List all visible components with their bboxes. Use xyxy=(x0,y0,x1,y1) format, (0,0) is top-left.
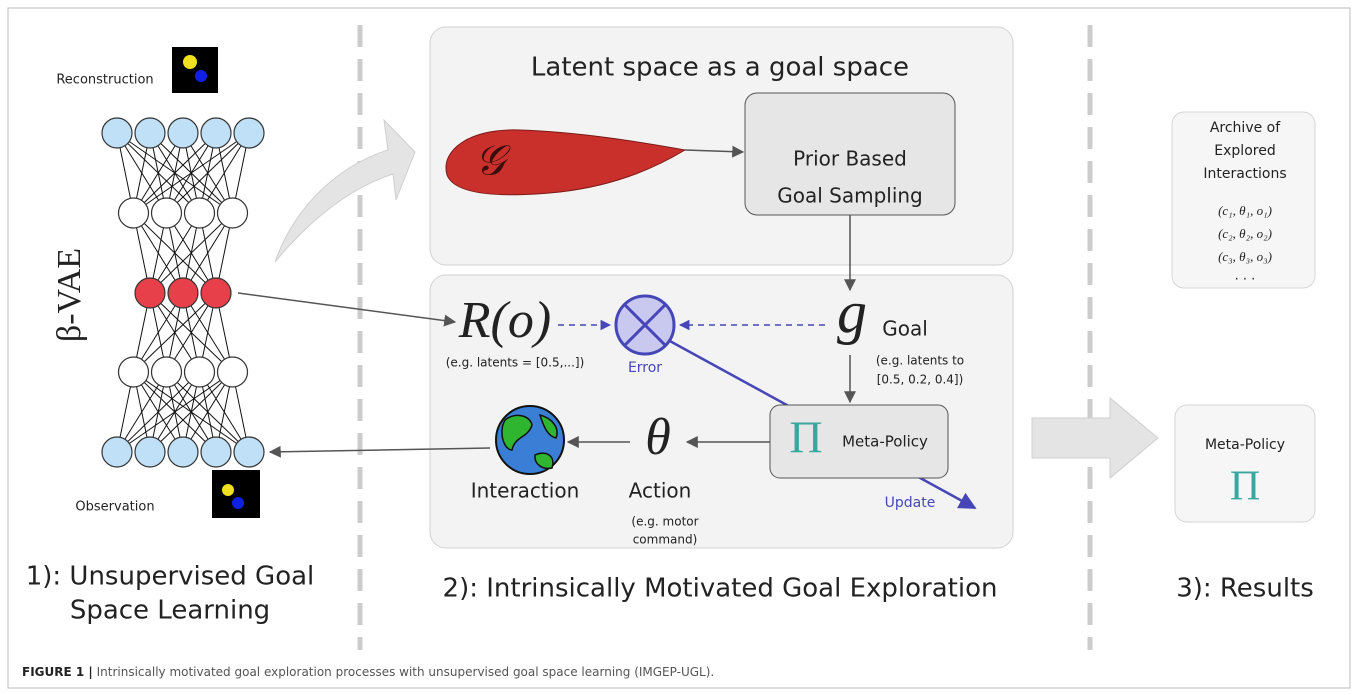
network-node xyxy=(200,117,232,149)
network-node xyxy=(200,277,232,309)
error-label: Error xyxy=(628,360,662,376)
goal-note: [0.5, 0.2, 0.4]) xyxy=(877,373,964,387)
network-node xyxy=(183,356,216,388)
network-node xyxy=(233,436,265,468)
frame xyxy=(7,7,1351,689)
network-edge xyxy=(133,132,217,214)
network xyxy=(101,117,265,468)
network-node xyxy=(216,197,249,229)
goal-symbol: g xyxy=(837,279,867,345)
reward-note: (e.g. latents = [0.5,...]) xyxy=(446,356,585,370)
reward-symbol: R(o) xyxy=(458,292,551,349)
network-edge xyxy=(149,212,200,294)
network-node xyxy=(134,436,166,468)
network-edge xyxy=(116,371,200,453)
network-edge xyxy=(182,212,233,294)
observation-label: Observation xyxy=(75,500,154,515)
image-dot xyxy=(195,70,207,82)
archive-box xyxy=(1171,111,1316,289)
network-edge xyxy=(149,212,233,294)
result-symbol: Π xyxy=(1230,464,1260,510)
network-node xyxy=(167,277,199,309)
network-edge xyxy=(133,292,217,373)
reconstruction-label: Reconstruction xyxy=(56,73,153,88)
goal-label: Goal xyxy=(882,317,928,341)
network-edge xyxy=(116,371,167,453)
archive-label: Interactions xyxy=(1203,166,1286,182)
arrow xyxy=(237,292,457,327)
network-edge xyxy=(199,132,250,214)
sampler-label: Prior Based xyxy=(793,147,907,171)
action-note: (e.g. motor xyxy=(631,515,698,529)
section-heading: 2): Intrinsically Motivated Goal Explora… xyxy=(443,574,998,604)
action-label: Action xyxy=(629,479,692,503)
caption-text: Intrinsically motivated goal exploration… xyxy=(93,665,714,679)
caption: FIGURE 1 | Intrinsically motivated goal … xyxy=(22,665,714,679)
network-edge xyxy=(166,132,250,214)
panel xyxy=(429,274,1014,549)
action-note: command) xyxy=(633,533,698,547)
globe-land xyxy=(501,413,558,470)
image-dot xyxy=(183,55,197,69)
network-node xyxy=(117,356,150,388)
network-node xyxy=(101,436,133,468)
network-node xyxy=(101,117,133,149)
reconstruction-image xyxy=(172,47,218,93)
image-dot xyxy=(232,497,244,509)
model-label: β-VAE xyxy=(51,248,88,342)
network-edge xyxy=(116,371,233,453)
network-node xyxy=(134,277,166,309)
update-label: Update xyxy=(885,495,936,511)
sampler-label: Goal Sampling xyxy=(777,184,923,208)
policy-symbol: Π xyxy=(789,412,822,463)
network-node xyxy=(167,436,199,468)
panel-title: Latent space as a goal space xyxy=(531,53,909,83)
network-edge xyxy=(133,132,250,214)
error-cross xyxy=(623,303,667,347)
caption-label: FIGURE 1 | xyxy=(22,665,93,679)
archive-item: (c₂, θ₂, o₂) xyxy=(1218,226,1272,241)
archive-label: Explored xyxy=(1214,143,1275,159)
network-node xyxy=(183,197,216,229)
network-node xyxy=(150,197,183,229)
flow-arrow xyxy=(274,118,416,263)
section-heading: 1): Unsupervised Goal xyxy=(26,562,315,592)
archive-label: Archive of xyxy=(1210,120,1281,136)
network-node xyxy=(200,436,232,468)
network-node xyxy=(167,117,199,149)
section-heading: Space Learning xyxy=(70,596,270,626)
arrow xyxy=(684,145,745,158)
network-edge xyxy=(133,132,184,214)
network-node xyxy=(233,117,265,149)
result-label: Meta-Policy xyxy=(1205,437,1285,453)
network-edge xyxy=(149,371,233,453)
flow-arrow xyxy=(1031,396,1159,480)
network-node xyxy=(134,117,166,149)
network-node xyxy=(216,356,249,388)
archive-item: (c₁, θ₁, o₁) xyxy=(1218,203,1272,218)
network-node xyxy=(150,356,183,388)
interaction-label: Interaction xyxy=(471,479,580,503)
result-box xyxy=(1174,404,1316,523)
goal-note: (e.g. latents to xyxy=(876,354,964,368)
image-dot xyxy=(222,484,234,496)
arrow xyxy=(268,445,491,458)
action-symbol: θ xyxy=(645,409,671,466)
observation-image xyxy=(212,470,260,518)
network-edge xyxy=(182,371,233,453)
section-heading: 3): Results xyxy=(1176,574,1314,604)
archive-item: (c₃, θ₃, o₃) xyxy=(1218,249,1272,264)
network-node xyxy=(117,197,150,229)
archive-item: . . . xyxy=(1235,269,1256,284)
policy-label: Meta-Policy xyxy=(842,433,928,451)
